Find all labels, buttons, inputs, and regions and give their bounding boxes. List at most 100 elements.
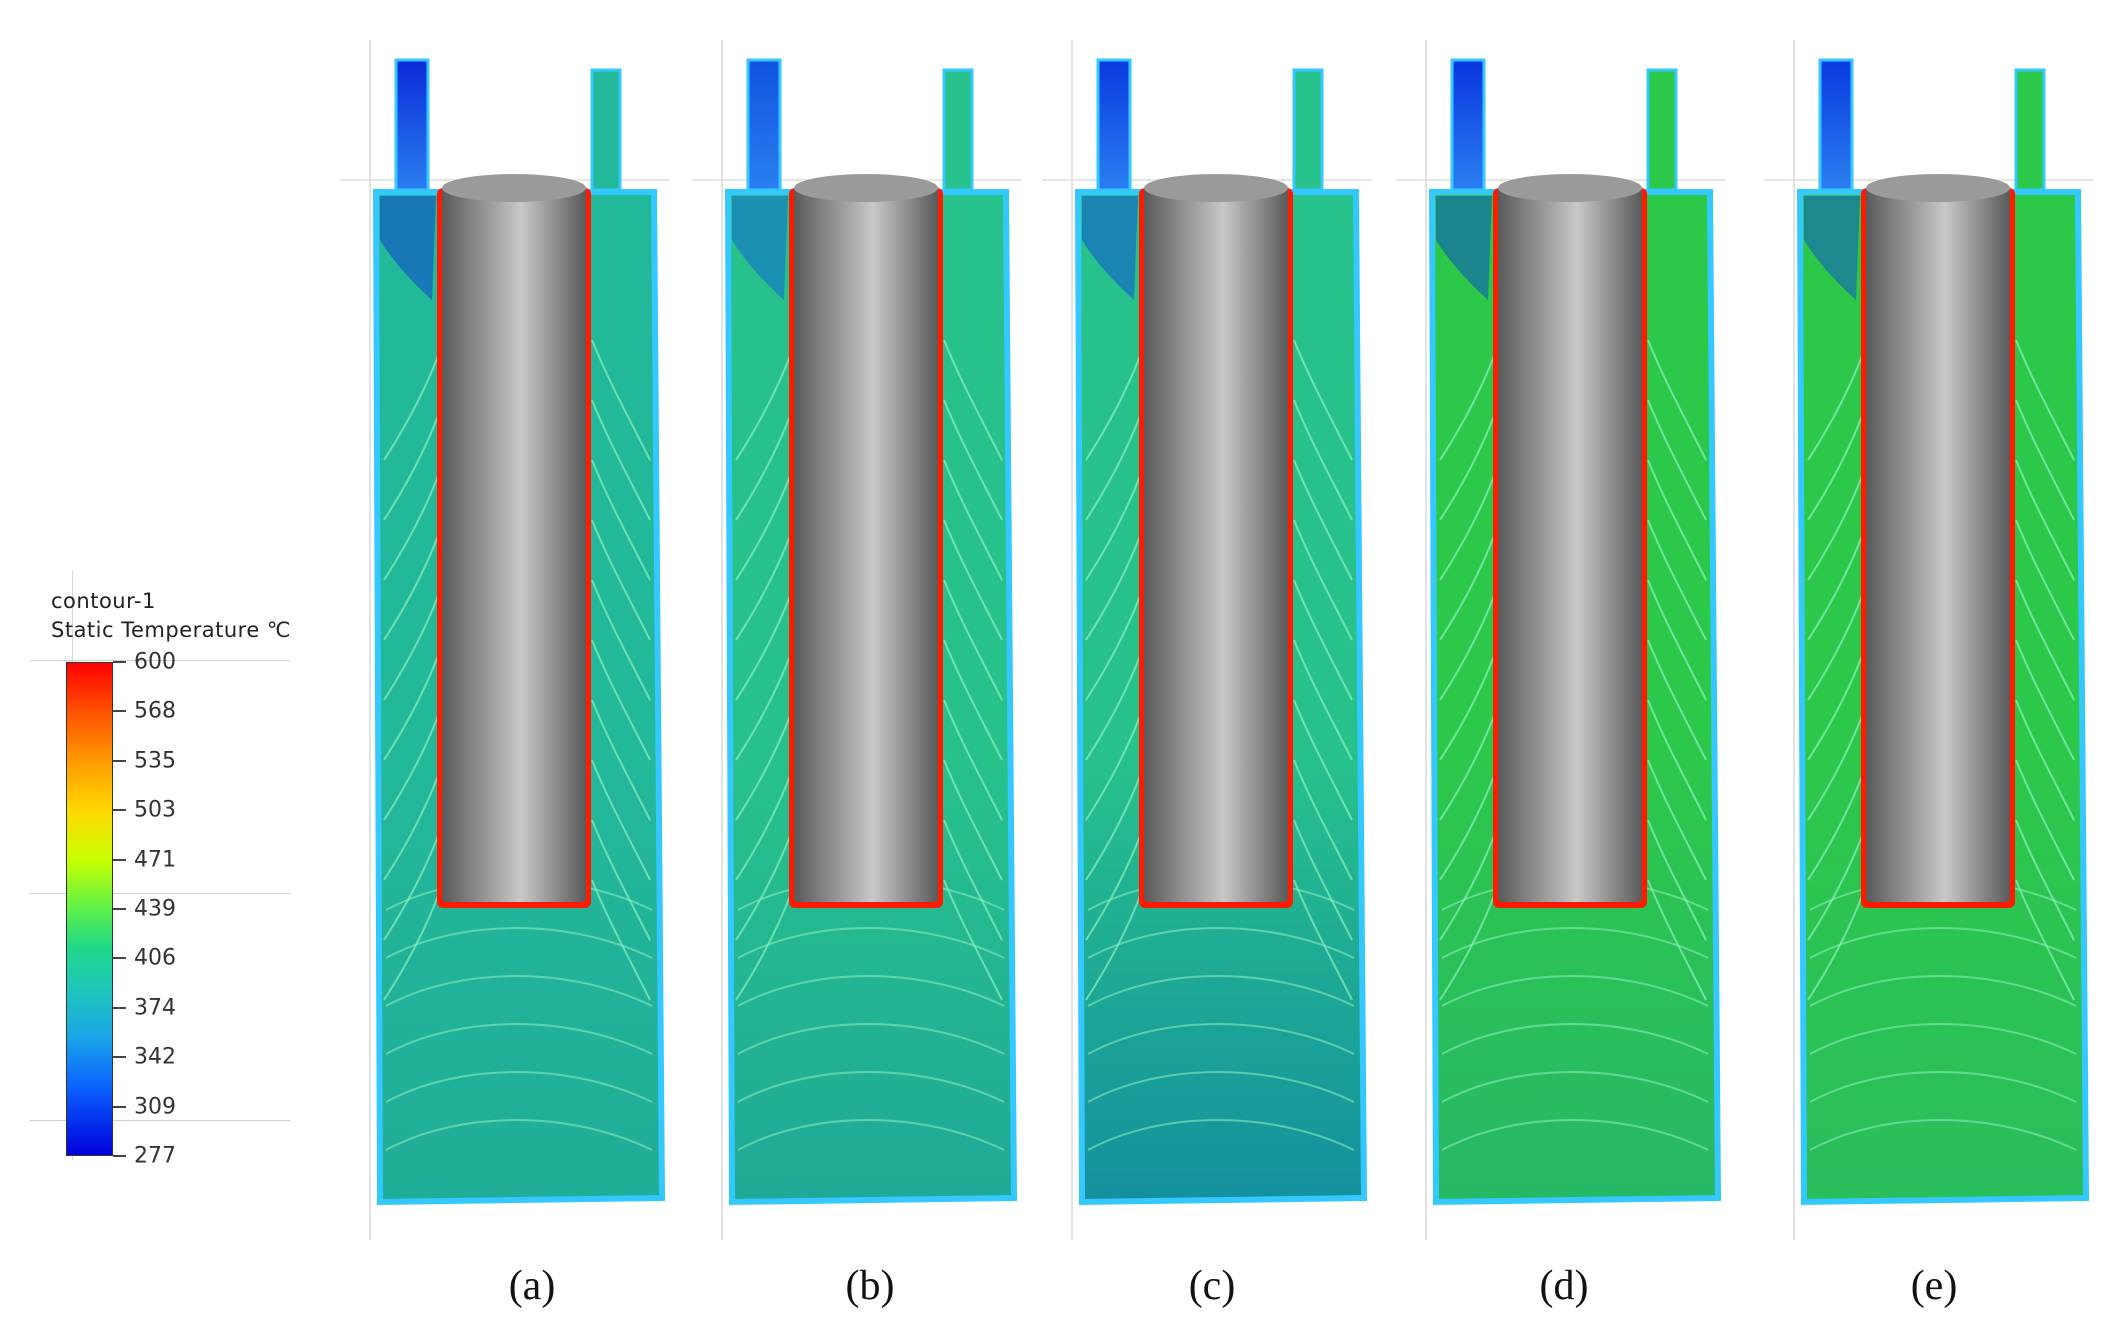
isoline <box>943 819 1003 941</box>
heater-cylinder-top <box>442 174 586 202</box>
isoline <box>943 639 1003 761</box>
isoline <box>2015 819 2075 941</box>
isoline <box>2015 639 2075 761</box>
legend-tick-label: 277 <box>134 1143 176 1169</box>
legend-gridline <box>30 893 290 894</box>
legend-tick <box>113 1006 126 1009</box>
isoline <box>385 1119 653 1151</box>
caption-c: (c) <box>1188 1263 1236 1309</box>
inlet-pipe <box>1450 58 1486 192</box>
cold-zone <box>1082 196 1138 300</box>
inlet-pipe <box>746 58 782 192</box>
legend-tick <box>113 759 126 762</box>
isoline <box>2015 579 2075 701</box>
isoline <box>1809 975 2077 1007</box>
isoline <box>943 339 1003 461</box>
isoline <box>1293 819 1353 941</box>
isoline <box>2015 519 2075 641</box>
heater-cylinder <box>1866 186 2010 902</box>
isoline <box>943 519 1003 641</box>
temperature-contour <box>340 40 670 1240</box>
heater-cylinder <box>442 186 586 902</box>
cold-zone <box>732 196 788 300</box>
isoline <box>943 399 1003 521</box>
isoline <box>1087 975 1355 1007</box>
isoline <box>737 1023 1005 1055</box>
isoline <box>591 699 651 821</box>
panel-c <box>1042 40 1372 1240</box>
isoline <box>1293 339 1353 461</box>
temperature-contour <box>1042 40 1372 1240</box>
temperature-legend: contour-1 Static Temperature ℃ 600 568 535… <box>0 0 320 1335</box>
isoline <box>1647 759 1707 881</box>
legend-tick <box>113 858 126 861</box>
isoline <box>591 459 651 581</box>
isoline <box>1293 519 1353 641</box>
panel-e <box>1764 40 2094 1240</box>
isoline <box>591 519 651 641</box>
isoline <box>591 399 651 521</box>
caption-e: (e) <box>1910 1263 1958 1309</box>
cold-zone <box>1436 196 1492 300</box>
isoline <box>1647 699 1707 821</box>
isoline <box>2015 339 2075 461</box>
outlet-pipe <box>1646 68 1678 192</box>
isoline <box>1087 1071 1355 1103</box>
isoline <box>2015 879 2075 1001</box>
panel-d <box>1396 40 1726 1240</box>
isoline <box>737 1071 1005 1103</box>
outlet-pipe <box>2014 68 2046 192</box>
isoline <box>1441 1071 1709 1103</box>
outlet-pipe <box>1292 68 1324 192</box>
isoline <box>2015 699 2075 821</box>
temperature-contour <box>1396 40 1726 1240</box>
legend-title: contour-1 <box>51 589 156 613</box>
isoline <box>385 927 653 959</box>
cold-zone <box>1804 196 1860 300</box>
isoline <box>1293 879 1353 1001</box>
isoline <box>1647 339 1707 461</box>
isoline <box>2015 459 2075 581</box>
caption-b: (b) <box>845 1263 895 1309</box>
isoline <box>1293 459 1353 581</box>
heater-cylinder-top <box>1498 174 1642 202</box>
panel-a <box>340 40 670 1240</box>
legend-tick-label: 309 <box>134 1094 176 1120</box>
legend-tick-label: 535 <box>134 748 176 774</box>
isoline <box>1293 639 1353 761</box>
heater-cylinder-top <box>1144 174 1288 202</box>
heater-cylinder <box>1144 186 1288 902</box>
legend-tick-label: 342 <box>134 1044 176 1070</box>
isoline <box>943 699 1003 821</box>
isoline <box>2015 759 2075 881</box>
isoline <box>385 1071 653 1103</box>
heater-cylinder-top <box>794 174 938 202</box>
legend-tick-label: 374 <box>134 995 176 1021</box>
isoline <box>1441 1119 1709 1151</box>
legend-tick <box>113 1056 126 1059</box>
isoline <box>1647 519 1707 641</box>
isoline <box>591 339 651 461</box>
legend-tick-label: 503 <box>134 797 176 823</box>
caption-a: (a) <box>508 1263 556 1309</box>
isoline <box>2015 399 2075 521</box>
isoline <box>1647 399 1707 521</box>
isoline <box>591 759 651 881</box>
isoline <box>943 579 1003 701</box>
isoline <box>1441 927 1709 959</box>
legend-subtitle: Static Temperature ℃ <box>51 618 292 642</box>
inlet-pipe <box>1818 58 1854 192</box>
heater-cylinder <box>794 186 938 902</box>
isoline <box>1647 639 1707 761</box>
isoline <box>1293 759 1353 881</box>
isoline <box>1809 1023 2077 1055</box>
isoline <box>1809 1119 2077 1151</box>
legend-tick-label: 439 <box>134 896 176 922</box>
cold-zone <box>380 196 436 300</box>
legend-tick <box>113 661 126 663</box>
isoline <box>1809 927 2077 959</box>
isoline <box>943 459 1003 581</box>
panel-b <box>692 40 1022 1240</box>
legend-gridline <box>30 660 290 661</box>
isoline <box>737 1119 1005 1151</box>
